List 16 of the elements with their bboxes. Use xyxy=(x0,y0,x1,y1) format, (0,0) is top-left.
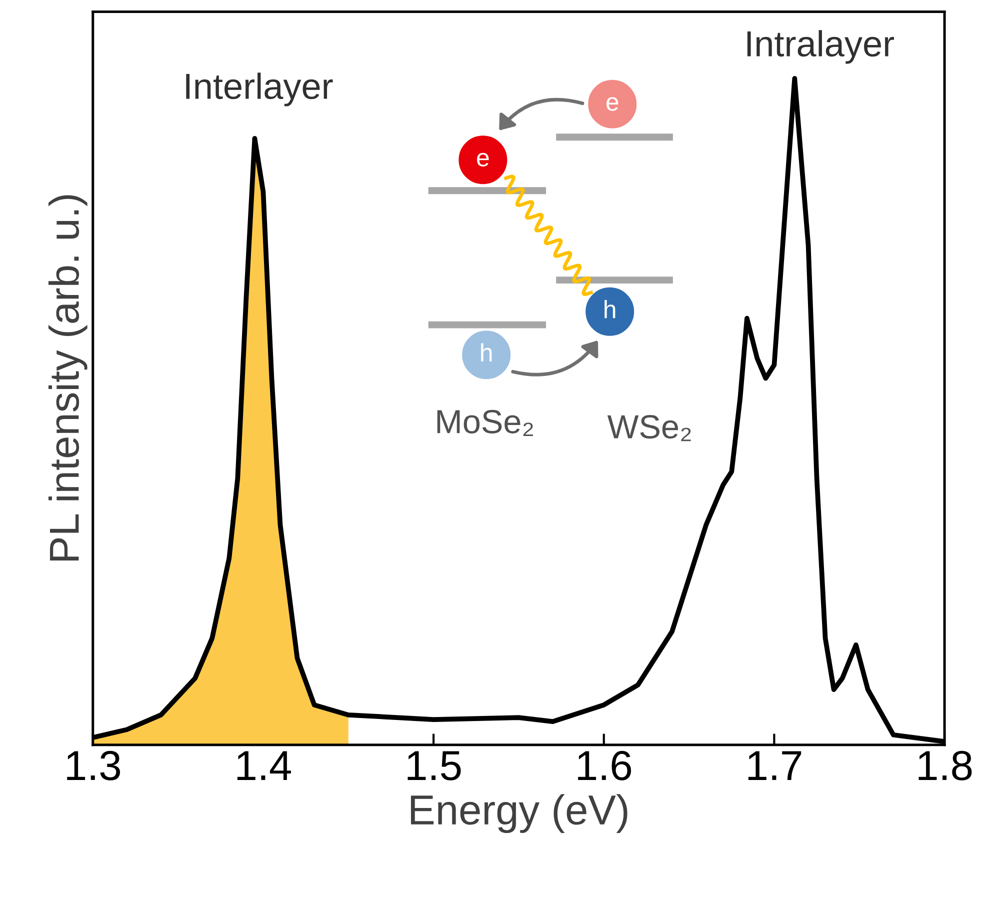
annotation: h xyxy=(604,300,616,318)
annotation: e xyxy=(606,97,618,111)
annotation: e xyxy=(477,152,489,167)
annotation: Interlayer xyxy=(186,72,333,106)
annotation: h xyxy=(481,343,492,362)
annotation: WSe₂ xyxy=(607,414,691,442)
x-axis-title: Energy (eV) xyxy=(410,794,628,833)
x-tick-label: 1.3 xyxy=(67,750,120,780)
x-tick-label: 1.8 xyxy=(918,750,972,780)
annotation: MoSe₂ xyxy=(437,410,533,436)
x-tick-label: 1.4 xyxy=(237,751,291,780)
y-axis-title: PL intensity (arb. u.) xyxy=(48,195,88,561)
x-tick-label: 1.6 xyxy=(578,750,631,780)
x-tick-label: 1.5 xyxy=(408,751,461,780)
text: Intralayer xyxy=(747,30,894,64)
x-tick-label: 1.7 xyxy=(748,751,802,780)
